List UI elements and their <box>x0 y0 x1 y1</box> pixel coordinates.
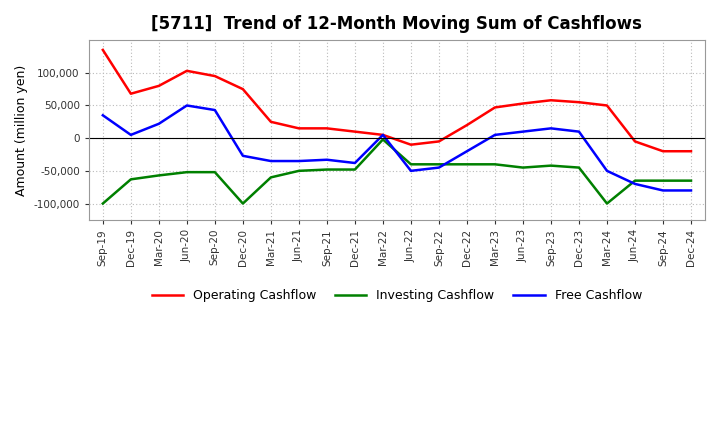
Operating Cashflow <box>631 139 639 144</box>
Title: [5711]  Trend of 12-Month Moving Sum of Cashflows: [5711] Trend of 12-Month Moving Sum of C… <box>151 15 642 33</box>
Investing Cashflow <box>183 169 192 175</box>
Free Cashflow <box>631 181 639 187</box>
Free Cashflow <box>266 158 275 164</box>
Operating Cashflow <box>518 101 527 106</box>
Investing Cashflow <box>351 167 359 172</box>
Operating Cashflow <box>127 91 135 96</box>
Operating Cashflow <box>603 103 611 108</box>
Free Cashflow <box>659 188 667 193</box>
Operating Cashflow <box>687 149 696 154</box>
Operating Cashflow <box>294 126 303 131</box>
Line: Investing Cashflow: Investing Cashflow <box>103 139 691 204</box>
Operating Cashflow <box>155 83 163 88</box>
Investing Cashflow <box>490 161 499 167</box>
Free Cashflow <box>407 168 415 173</box>
Investing Cashflow <box>210 169 219 175</box>
Investing Cashflow <box>379 137 387 142</box>
Line: Free Cashflow: Free Cashflow <box>103 106 691 191</box>
Y-axis label: Amount (million yen): Amount (million yen) <box>15 64 28 196</box>
Operating Cashflow <box>463 122 472 128</box>
Free Cashflow <box>379 132 387 138</box>
Free Cashflow <box>687 188 696 193</box>
Operating Cashflow <box>379 132 387 138</box>
Operating Cashflow <box>238 87 247 92</box>
Investing Cashflow <box>99 201 107 206</box>
Investing Cashflow <box>266 175 275 180</box>
Operating Cashflow <box>546 98 555 103</box>
Free Cashflow <box>575 129 583 134</box>
Free Cashflow <box>490 132 499 138</box>
Investing Cashflow <box>518 165 527 170</box>
Investing Cashflow <box>323 167 331 172</box>
Investing Cashflow <box>463 161 472 167</box>
Investing Cashflow <box>407 161 415 167</box>
Investing Cashflow <box>294 168 303 173</box>
Operating Cashflow <box>99 47 107 52</box>
Investing Cashflow <box>659 178 667 183</box>
Operating Cashflow <box>351 129 359 134</box>
Free Cashflow <box>183 103 192 108</box>
Free Cashflow <box>238 153 247 158</box>
Operating Cashflow <box>490 105 499 110</box>
Investing Cashflow <box>546 163 555 168</box>
Investing Cashflow <box>238 201 247 206</box>
Free Cashflow <box>603 168 611 173</box>
Investing Cashflow <box>603 201 611 206</box>
Operating Cashflow <box>575 99 583 105</box>
Investing Cashflow <box>435 161 444 167</box>
Operating Cashflow <box>266 119 275 125</box>
Operating Cashflow <box>435 139 444 144</box>
Free Cashflow <box>210 107 219 113</box>
Free Cashflow <box>435 165 444 170</box>
Free Cashflow <box>463 149 472 154</box>
Legend: Operating Cashflow, Investing Cashflow, Free Cashflow: Operating Cashflow, Investing Cashflow, … <box>147 284 647 307</box>
Free Cashflow <box>351 160 359 165</box>
Operating Cashflow <box>407 142 415 147</box>
Operating Cashflow <box>183 68 192 73</box>
Investing Cashflow <box>575 165 583 170</box>
Investing Cashflow <box>687 178 696 183</box>
Operating Cashflow <box>323 126 331 131</box>
Line: Operating Cashflow: Operating Cashflow <box>103 50 691 151</box>
Free Cashflow <box>323 157 331 162</box>
Free Cashflow <box>294 158 303 164</box>
Investing Cashflow <box>155 173 163 178</box>
Operating Cashflow <box>210 73 219 79</box>
Free Cashflow <box>155 121 163 126</box>
Operating Cashflow <box>659 149 667 154</box>
Free Cashflow <box>546 126 555 131</box>
Free Cashflow <box>99 113 107 118</box>
Investing Cashflow <box>631 178 639 183</box>
Free Cashflow <box>127 132 135 138</box>
Investing Cashflow <box>127 177 135 182</box>
Free Cashflow <box>518 129 527 134</box>
